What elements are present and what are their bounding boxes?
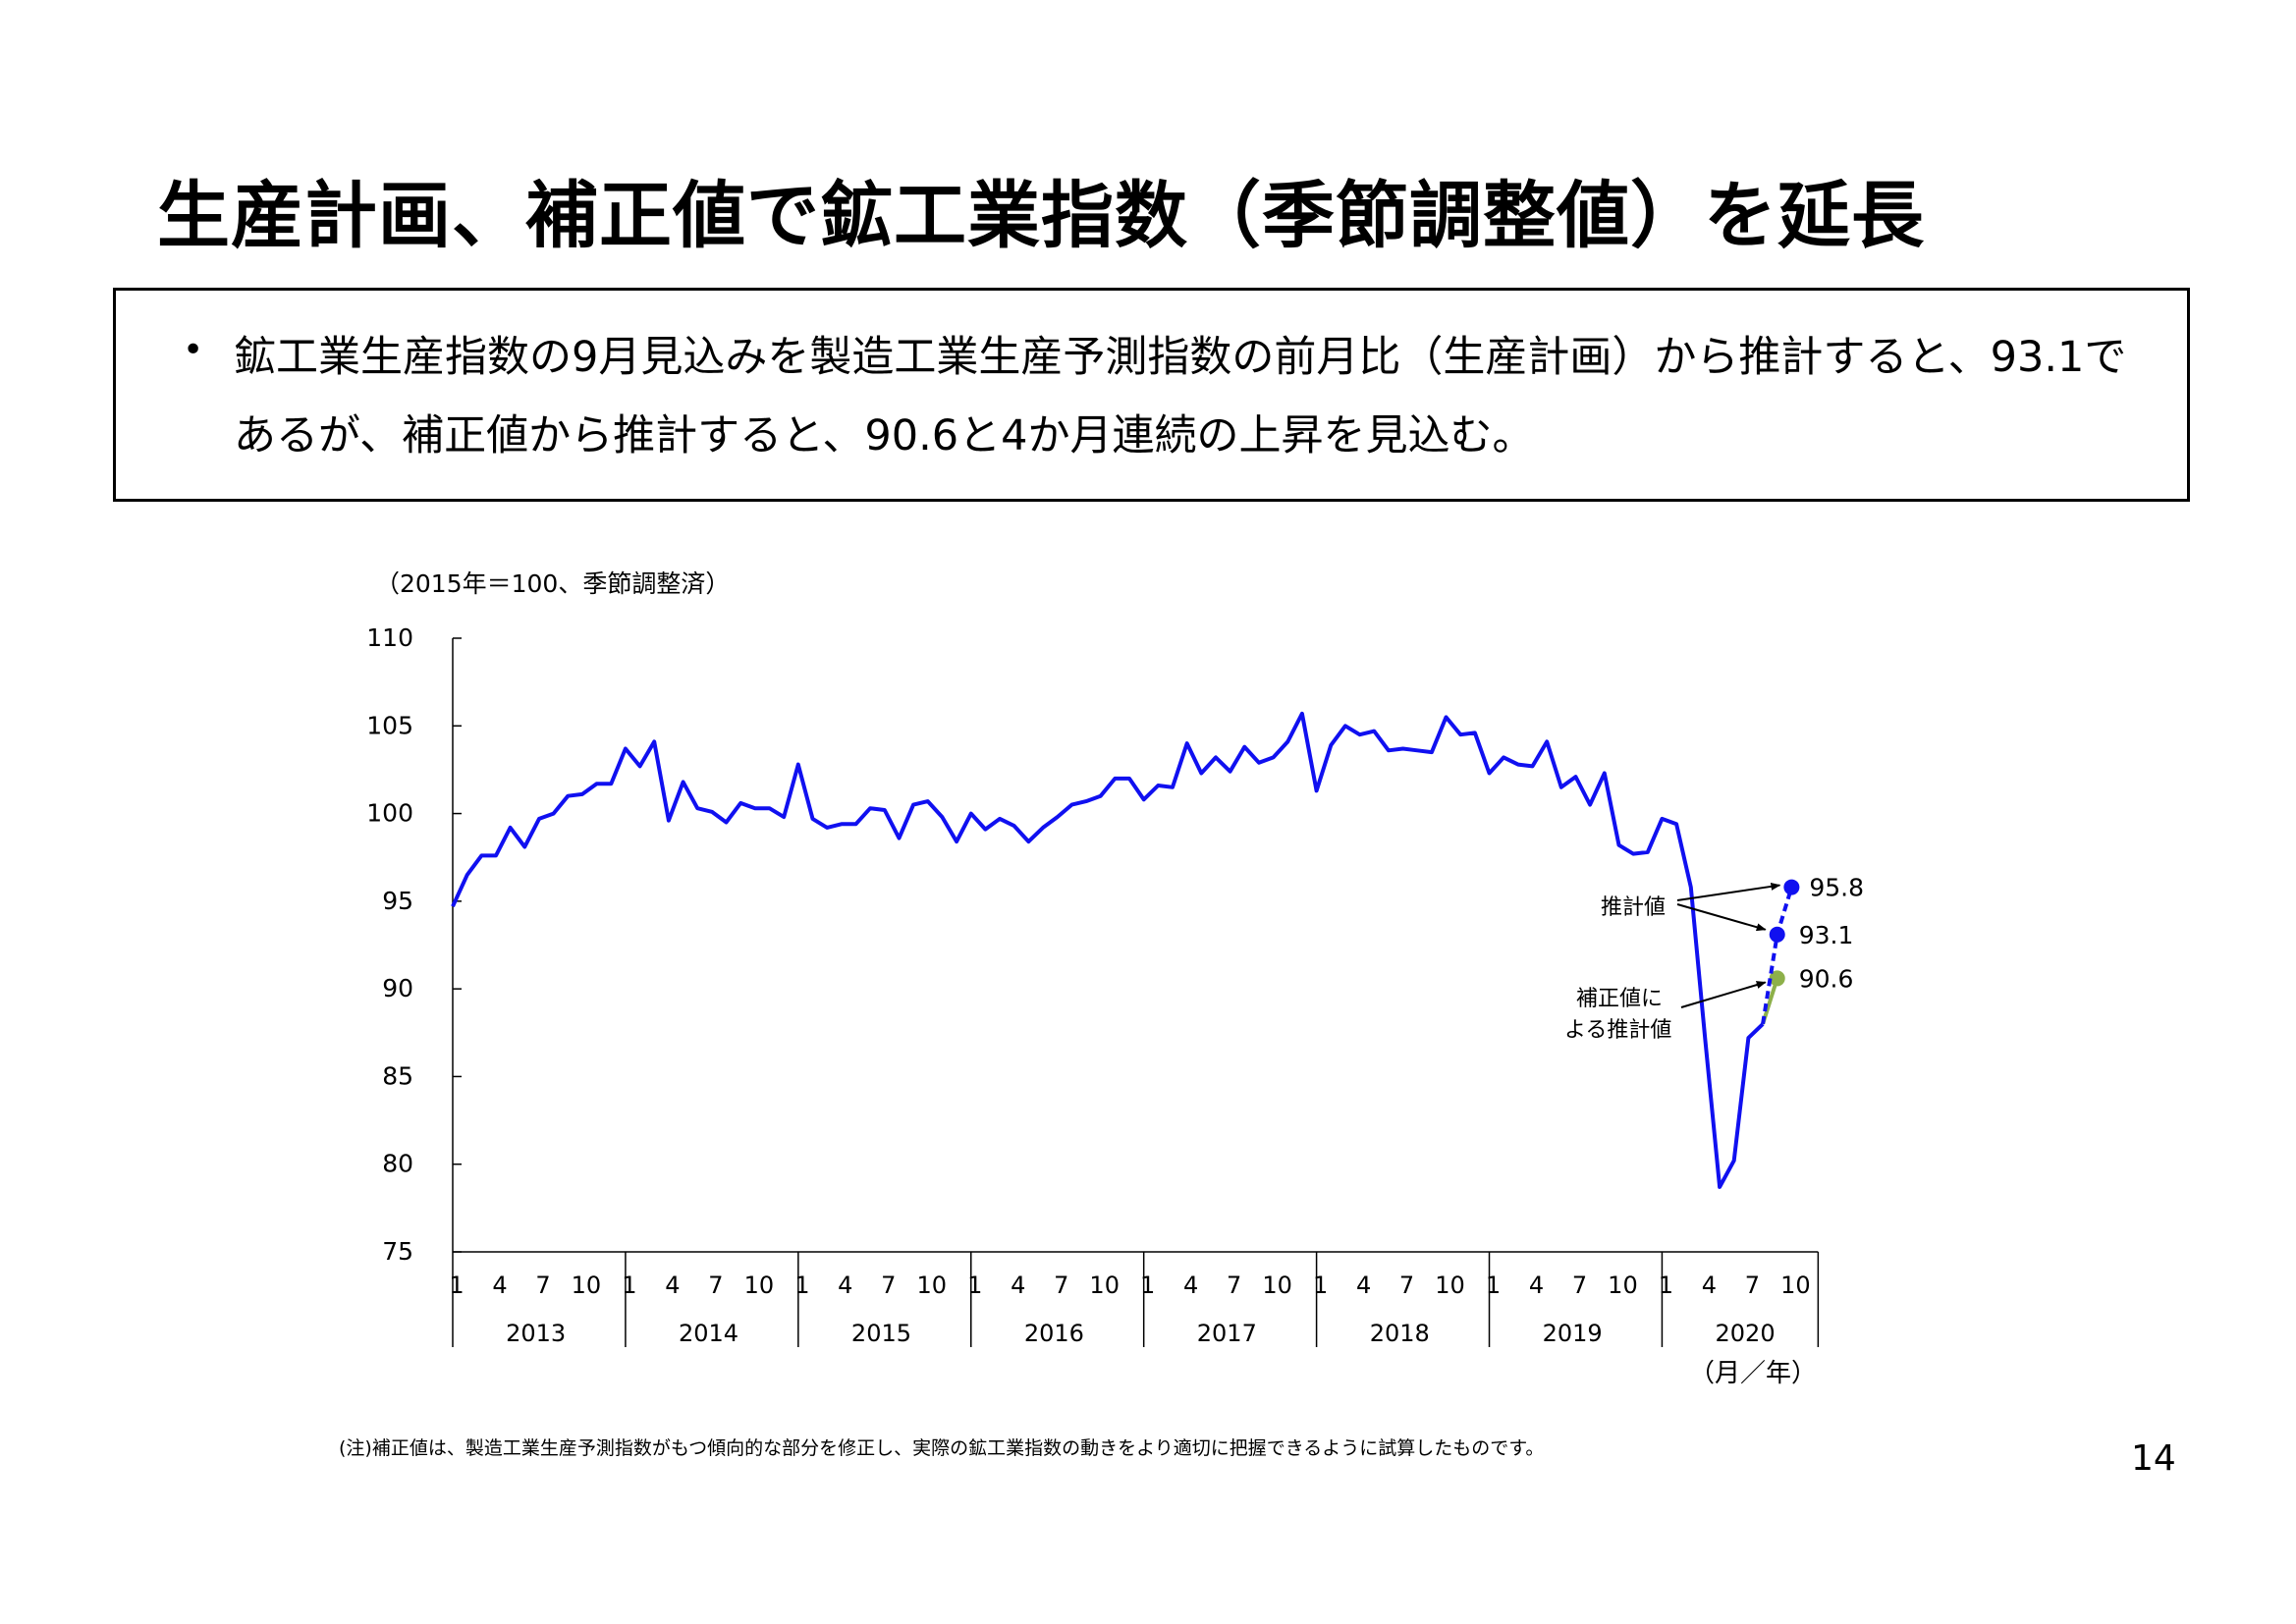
estimate-dashed-line xyxy=(1761,886,1794,1025)
x-year-label: 2019 xyxy=(1543,1320,1603,1347)
x-month-label: 10 xyxy=(572,1272,602,1299)
x-month-label: 1 xyxy=(1140,1272,1155,1299)
y-tick-label: 80 xyxy=(382,1150,413,1178)
x-year-label: 2016 xyxy=(1024,1320,1084,1347)
y-tick-label: 95 xyxy=(382,887,413,915)
x-year-label: 2020 xyxy=(1716,1320,1776,1347)
chart-unit-label: （2015年＝100、季節調整済） xyxy=(375,569,730,598)
x-year-label: 2013 xyxy=(506,1320,566,1347)
x-month-label: 4 xyxy=(838,1272,852,1299)
x-year-label: 2015 xyxy=(851,1320,911,1347)
y-tick-label: 110 xyxy=(366,623,413,652)
x-month-label: 1 xyxy=(967,1272,982,1299)
corrected-estimate-point xyxy=(1769,970,1785,987)
x-month-label: 4 xyxy=(492,1272,507,1299)
x-month-label: 4 xyxy=(1702,1272,1717,1299)
x-month-label: 10 xyxy=(744,1272,775,1299)
y-tick-label: 100 xyxy=(366,799,413,828)
x-month-label: 7 xyxy=(1572,1272,1587,1299)
y-tick-label: 75 xyxy=(382,1237,413,1266)
x-month-label: 10 xyxy=(1089,1272,1120,1299)
page-number: 14 xyxy=(2131,1438,2176,1479)
x-month-label: 1 xyxy=(794,1272,809,1299)
x-year-label: 2017 xyxy=(1197,1320,1257,1347)
arrow-to-95-8 xyxy=(1676,882,1781,901)
x-year-label: 2014 xyxy=(679,1320,738,1347)
arrow-to-90-6 xyxy=(1680,981,1767,1008)
x-month-label: 10 xyxy=(1608,1272,1638,1299)
y-tick-label: 105 xyxy=(366,711,413,739)
x-month-label: 4 xyxy=(1529,1272,1544,1299)
corrected-annotation-line1: 補正値に xyxy=(1576,987,1663,1011)
x-month-label: 1 xyxy=(1313,1272,1328,1299)
data-label-90-6: 90.6 xyxy=(1799,964,1854,993)
x-axis-unit-label: （月／年） xyxy=(1689,1359,1817,1388)
x-month-label: 7 xyxy=(1054,1272,1068,1299)
y-axis: 75 80 85 90 95 100 105 110 xyxy=(366,623,462,1266)
x-month-label: 1 xyxy=(1659,1272,1673,1299)
corrected-estimate-line xyxy=(1761,977,1779,1025)
x-month-label: 1 xyxy=(449,1272,464,1299)
x-month-label: 10 xyxy=(1262,1272,1292,1299)
actual-index-line xyxy=(451,711,1765,1189)
series-layer: 95.8 93.1 90.6 xyxy=(451,711,1864,1189)
data-label-95-8: 95.8 xyxy=(1809,874,1864,902)
y-tick-label: 85 xyxy=(382,1061,413,1090)
footnote: (注)補正値は、製造工業生産予測指数がもつ傾向的な部分を修正し、実際の鉱工業指数… xyxy=(339,1437,1545,1459)
estimate-point-sep xyxy=(1769,926,1785,943)
corrected-annotation-line2: よる推計値 xyxy=(1564,1018,1671,1043)
x-month-label: 10 xyxy=(1435,1272,1465,1299)
x-month-label: 4 xyxy=(1011,1272,1025,1299)
x-month-label: 4 xyxy=(1183,1272,1198,1299)
x-month-label: 1 xyxy=(622,1272,636,1299)
x-month-label: 7 xyxy=(535,1272,550,1299)
summary-text: 鉱工業生産指数の9月見込みを製造工業生産予測指数の前月比（生産計画）から推計する… xyxy=(234,333,2127,460)
arrow-to-93-1 xyxy=(1676,903,1767,932)
x-month-label: 4 xyxy=(665,1272,680,1299)
x-month-label: 7 xyxy=(1745,1272,1760,1299)
x-month-label: 4 xyxy=(1356,1272,1371,1299)
x-month-label: 7 xyxy=(1227,1272,1241,1299)
x-month-label: 7 xyxy=(1399,1272,1414,1299)
summary-box: • 鉱工業生産指数の9月見込みを製造工業生産予測指数の前月比（生産計画）から推計… xyxy=(113,288,2190,502)
bullet-dot-icon: • xyxy=(183,330,204,370)
x-month-label: 7 xyxy=(881,1272,896,1299)
x-month-label: 1 xyxy=(1486,1272,1501,1299)
x-month-label: 7 xyxy=(708,1272,723,1299)
estimate-point-oct xyxy=(1783,879,1800,895)
y-tick-label: 90 xyxy=(382,974,413,1002)
page-title: 生産計画、補正値で鉱工業指数（季節調整値）を延長 xyxy=(157,174,1925,258)
annotation-layer: 推計値 補正値に よる推計値 xyxy=(1564,882,1781,1043)
x-month-label: 10 xyxy=(917,1272,948,1299)
x-year-label: 2018 xyxy=(1370,1320,1430,1347)
estimate-annotation: 推計値 xyxy=(1601,895,1666,920)
data-label-93-1: 93.1 xyxy=(1799,921,1854,949)
x-month-label: 10 xyxy=(1780,1272,1811,1299)
